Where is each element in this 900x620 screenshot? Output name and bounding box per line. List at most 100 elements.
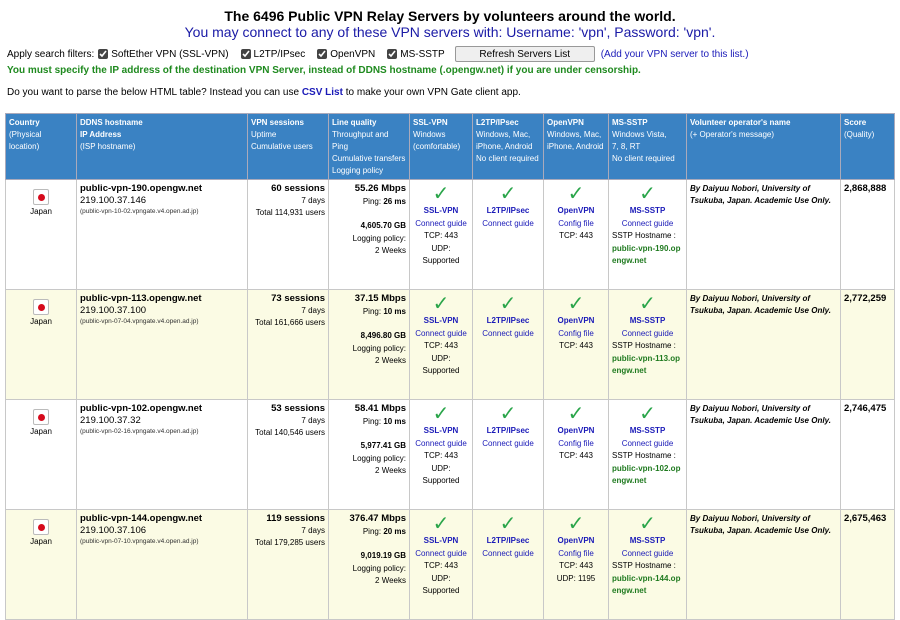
check-icon: ✓: [567, 403, 585, 425]
openvpn-label: OpenVPN: [557, 206, 595, 215]
logging-policy: 2 Weeks: [375, 356, 406, 365]
add-server-link[interactable]: (Add your VPN server to this list.): [600, 48, 749, 60]
refresh-servers-button[interactable]: Refresh Servers List: [454, 46, 595, 62]
table-row: Japan public-vpn-190.opengw.net 219.100.…: [5, 179, 895, 290]
l2tp-cell: ✓ L2TP/IPsec Connect guide: [472, 509, 544, 620]
check-icon: ✓: [499, 513, 517, 535]
openvpn-udp: UDP: 1195: [556, 573, 596, 583]
sstp-connect-guide-link[interactable]: Connect guide: [621, 218, 674, 228]
openvpn-config-file-link[interactable]: Config file: [558, 328, 594, 338]
ip-address: 219.100.37.32: [80, 415, 141, 426]
openvpn-tcp: TCP: 443: [559, 341, 593, 350]
isp-hostname: (public-vpn-07-04.vpngate.v4.open.ad.jp): [80, 318, 199, 325]
check-icon: ✓: [567, 513, 585, 535]
check-icon: ✓: [567, 183, 585, 205]
cumulative-users: Total 140,546 users: [255, 428, 325, 437]
openvpn-tcp: TCP: 443: [559, 231, 593, 240]
sslvpn-cell: ✓ SSL-VPN Connect guide TCP: 443 UDP: Su…: [409, 179, 473, 290]
openvpn-config-file-link[interactable]: Config file: [558, 438, 594, 448]
openvpn-config-file-link[interactable]: Config file: [558, 218, 594, 228]
sslvpn-connect-guide-link[interactable]: Connect guide: [415, 548, 467, 558]
l2tp-connect-guide-link[interactable]: Connect guide: [482, 548, 534, 558]
cumulative-transfer: 4,605.70 GB: [360, 221, 406, 230]
throughput: 55.26 Mbps: [354, 183, 406, 194]
sslvpn-tcp: TCP: 443: [424, 341, 458, 350]
uptime: 7 days: [301, 416, 325, 425]
ddns-cell: public-vpn-190.opengw.net 219.100.37.146…: [76, 179, 248, 290]
filter-openvpn-checkbox[interactable]: [317, 49, 328, 59]
l2tp-label: L2TP/IPsec: [486, 316, 530, 325]
sslvpn-tcp: TCP: 443: [424, 231, 458, 240]
openvpn-label: OpenVPN: [557, 426, 595, 435]
openvpn-cell: ✓ OpenVPN Config file TCP: 443: [543, 179, 609, 290]
sessions-cell: 53 sessions 7 days Total 140,546 users: [247, 399, 329, 510]
cumulative-transfer: 5,977.41 GB: [360, 441, 406, 450]
filter-l2tp[interactable]: L2TP/IPsec: [237, 49, 305, 60]
col-openvpn: OpenVPN Windows, Mac, iPhone, Android: [543, 113, 609, 180]
isp-hostname: (public-vpn-07-10.vpngate.v4.open.ad.jp): [80, 538, 199, 545]
sslvpn-udp: UDP: Supported: [422, 463, 460, 486]
sslvpn-label: SSL-VPN: [423, 426, 459, 435]
ping: Ping: 10 ms: [362, 416, 406, 426]
check-icon: ✓: [499, 403, 517, 425]
sslvpn-connect-guide-link[interactable]: Connect guide: [415, 328, 467, 338]
filter-openvpn[interactable]: OpenVPN: [313, 49, 375, 60]
session-count: 119 sessions: [266, 513, 325, 524]
sstp-hostname: SSTP Hostname : public-vpn-113.op engw.n…: [612, 341, 681, 375]
table-header-row: Country (Physical location) DDNS hostname…: [5, 113, 895, 180]
throughput: 376.47 Mbps: [349, 513, 407, 524]
ddns-cell: public-vpn-102.opengw.net 219.100.37.32 …: [76, 399, 248, 510]
sslvpn-tcp: TCP: 443: [424, 451, 458, 460]
logging-policy-label: Logging policy:: [352, 563, 406, 573]
filter-sslvpn[interactable]: SoftEther VPN (SSL-VPN): [94, 49, 229, 60]
sstp-connect-guide-link[interactable]: Connect guide: [621, 328, 674, 338]
logging-policy-label: Logging policy:: [352, 233, 406, 243]
session-count: 60 sessions: [271, 183, 325, 194]
sslvpn-connect-guide-link[interactable]: Connect guide: [415, 218, 467, 228]
isp-hostname: (public-vpn-02-16.vpngate.v4.open.ad.jp): [80, 428, 199, 435]
l2tp-connect-guide-link[interactable]: Connect guide: [482, 328, 534, 338]
l2tp-cell: ✓ L2TP/IPsec Connect guide: [472, 289, 544, 400]
session-count: 73 sessions: [271, 293, 325, 304]
japan-flag-icon: [33, 409, 49, 425]
quality-cell: 37.15 Mbps Ping: 10 ms 8,496.80 GB Loggi…: [328, 289, 410, 400]
openvpn-cell: ✓ OpenVPN Config file TCP: 443: [543, 289, 609, 400]
score-cell: 2,675,463: [840, 509, 895, 620]
country-cell: Japan: [5, 509, 77, 620]
check-icon: ✓: [432, 293, 450, 315]
col-quality: Line quality Throughput and Ping Cumulativ…: [328, 113, 410, 180]
openvpn-config-file-link[interactable]: Config file: [558, 548, 594, 558]
ip-address: 219.100.37.100: [80, 305, 147, 316]
ddns-cell: public-vpn-113.opengw.net 219.100.37.100…: [76, 289, 248, 400]
l2tp-connect-guide-link[interactable]: Connect guide: [482, 438, 534, 448]
sslvpn-label: SSL-VPN: [423, 206, 459, 215]
sessions-cell: 73 sessions 7 days Total 161,666 users: [247, 289, 329, 400]
l2tp-label: L2TP/IPsec: [486, 426, 530, 435]
logging-policy-label: Logging policy:: [352, 343, 406, 353]
csv-notice: Do you want to parse the below HTML tabl…: [7, 87, 521, 98]
filter-mssstp-checkbox[interactable]: [387, 49, 398, 59]
sstp-label: MS-SSTP: [629, 206, 666, 215]
sstp-cell: ✓ MS-SSTP Connect guide SSTP Hostname : …: [608, 289, 687, 400]
sstp-connect-guide-link[interactable]: Connect guide: [621, 438, 674, 448]
openvpn-cell: ✓ OpenVPN Config file TCP: 443: [543, 399, 609, 510]
sstp-connect-guide-link[interactable]: Connect guide: [621, 548, 674, 558]
ddns-hostname: public-vpn-113.opengw.net: [80, 293, 202, 304]
csv-list-link[interactable]: CSV List: [301, 87, 343, 98]
sstp-label: MS-SSTP: [629, 426, 666, 435]
sstp-label: MS-SSTP: [629, 316, 666, 325]
operator-cell: By Daiyuu Nobori, University of Tsukuba,…: [686, 289, 841, 400]
check-icon: ✓: [432, 183, 450, 205]
openvpn-label: OpenVPN: [557, 536, 595, 545]
filter-mssstp[interactable]: MS-SSTP: [383, 49, 445, 60]
check-icon: ✓: [567, 293, 585, 315]
country-cell: Japan: [5, 399, 77, 510]
sslvpn-connect-guide-link[interactable]: Connect guide: [415, 438, 467, 448]
check-icon: ✓: [639, 293, 656, 315]
openvpn-tcp: TCP: 443: [559, 451, 593, 460]
filter-sslvpn-checkbox[interactable]: [98, 49, 109, 59]
page-subtitle: You may connect to any of these VPN serv…: [184, 24, 716, 40]
l2tp-connect-guide-link[interactable]: Connect guide: [482, 218, 534, 228]
japan-flag-icon: [33, 519, 49, 535]
filter-l2tp-checkbox[interactable]: [240, 49, 251, 59]
